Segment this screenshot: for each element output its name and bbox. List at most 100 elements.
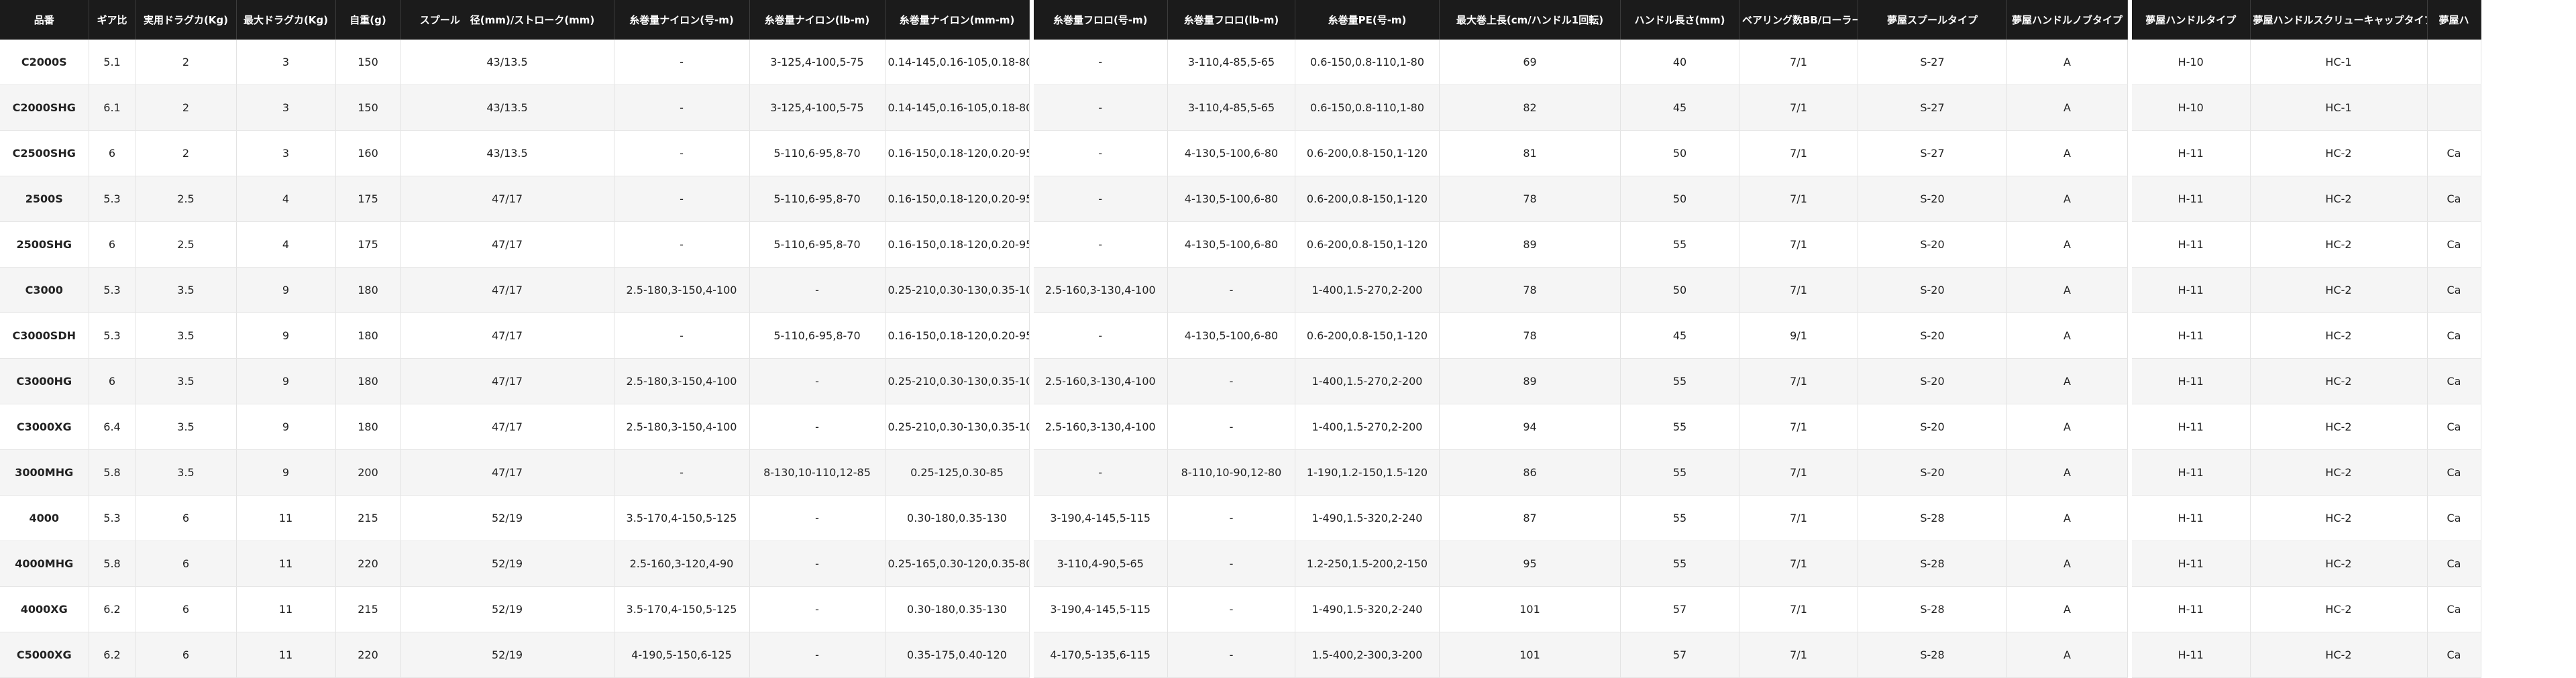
- table-cell: 8-130,10-110,12-85: [749, 449, 885, 496]
- table-cell: 0.6-200,0.8-150,1-120: [1295, 221, 1440, 268]
- table-cell: 3-190,4-145,5-115: [1033, 495, 1168, 541]
- table-cell: C2000S: [0, 40, 89, 85]
- table-row: H-11 HC-2 Ca: [2132, 130, 2481, 176]
- table-cell: 57: [1620, 586, 1739, 632]
- table-cell: 3-125,4-100,5-75: [749, 40, 885, 85]
- table-cell: 1-400,1.5-270,2-200: [1295, 267, 1440, 313]
- table-cell: S-20: [1858, 404, 2007, 450]
- table-cell: H-10: [2132, 40, 2251, 85]
- table-cell: 6: [136, 586, 237, 632]
- table-cell: 6: [89, 130, 136, 176]
- table-cell: A: [2006, 541, 2128, 587]
- column-header: 品番: [0, 0, 89, 40]
- table-cell: C3000HG: [0, 358, 89, 404]
- table-cell: S-28: [1858, 586, 2007, 632]
- column-header: 最大ドラグカ(Kg): [236, 0, 336, 40]
- table-row: H-11 HC-2 Ca: [2132, 267, 2481, 313]
- table-cell: 180: [335, 313, 401, 359]
- table-cell: Ca: [2427, 586, 2481, 632]
- table-cell: HC-2: [2250, 313, 2428, 359]
- table-cell: 3-110,4-85,5-65: [1167, 40, 1295, 85]
- table-cell: 3.5-170,4-150,5-125: [614, 586, 750, 632]
- table-cell: 175: [335, 221, 401, 268]
- table-cell: A: [2006, 449, 2128, 496]
- table-cell: 7/1: [1739, 586, 1858, 632]
- table-cell: -: [614, 176, 750, 222]
- table-cell: -: [614, 313, 750, 359]
- table-cell: H-11: [2132, 632, 2251, 678]
- table-cell: 0.6-200,0.8-150,1-120: [1295, 313, 1440, 359]
- table-cell: 55: [1620, 221, 1739, 268]
- table-cell: -: [749, 358, 885, 404]
- table-cell: 5.3: [89, 313, 136, 359]
- table-cell: 0.6-150,0.8-110,1-80: [1295, 84, 1440, 131]
- column-header: 夢屋ハンドルノブタイプ: [2006, 0, 2128, 40]
- table-cell: 0.25-210,0.30-130,0.35-100: [885, 404, 1030, 450]
- table-cell: 180: [335, 358, 401, 404]
- table-row: -4-130,5-100,6-80 0.6-200,0.8-150,1-120 78…: [1033, 313, 2128, 359]
- table-cell: 2.5: [136, 221, 237, 268]
- table-cell: A: [2006, 84, 2128, 131]
- table-row: 2500S 5.3 2.5 4 175 47/17-5-110,6-95,8-70 0.16…: [0, 176, 1030, 222]
- table-cell: 7/1: [1739, 267, 1858, 313]
- table-cell: 43/13.5: [400, 130, 614, 176]
- table-cell: 2: [136, 84, 237, 131]
- table-cell: -: [749, 586, 885, 632]
- table-cell: -: [1167, 404, 1295, 450]
- table-cell: 0.25-165,0.30-120,0.35-80: [885, 541, 1030, 587]
- table-cell: 220: [335, 632, 401, 678]
- table-row: C2000SHG 6.1 2 3 150 43/13.5-3-125,4-100,5-75…: [0, 84, 1030, 131]
- table-row: -4-130,5-100,6-80 0.6-200,0.8-150,1-120 81…: [1033, 130, 2128, 176]
- table-cell: H-11: [2132, 449, 2251, 496]
- table-cell: 2.5-180,3-150,4-100: [614, 358, 750, 404]
- table-cell: S-27: [1858, 40, 2007, 85]
- table-cell: HC-2: [2250, 495, 2428, 541]
- table-cell: H-11: [2132, 586, 2251, 632]
- table-cell: 0.16-150,0.18-120,0.20-95: [885, 313, 1030, 359]
- spec-table-c: 夢屋ハンドルタイプ 夢屋ハンドルスクリューキャップタイプ 夢屋ハ H-10 HC-1 H-…: [2132, 0, 2481, 678]
- table-cell: 5.8: [89, 449, 136, 496]
- table-cell: 3: [236, 130, 336, 176]
- table-row: 4000MHG 5.8 6 11 220 52/19 2.5-160,3-120,4-90-…: [0, 541, 1030, 587]
- table-cell: H-11: [2132, 358, 2251, 404]
- table-cell: 3-110,4-90,5-65: [1033, 541, 1168, 587]
- table-cell: S-28: [1858, 541, 2007, 587]
- table-row: 3000MHG 5.8 3.5 9 200 47/17-8-130,10-110,12-8…: [0, 449, 1030, 496]
- table-cell: 3.5: [136, 267, 237, 313]
- table-cell: 47/17: [400, 313, 614, 359]
- table-cell: 1-400,1.5-270,2-200: [1295, 358, 1440, 404]
- table-cell: H-11: [2132, 267, 2251, 313]
- column-header: 夢屋ハンドルスクリューキャップタイプ: [2250, 0, 2428, 40]
- spec-tables: 品番 ギア比 実用ドラグカ(Kg) 最大ドラグカ(Kg) 自重(g) スプール 径(mm)…: [0, 0, 2481, 678]
- table-cell: 6: [136, 495, 237, 541]
- table-cell: 1-190,1.2-150,1.5-120: [1295, 449, 1440, 496]
- table-row: H-11 HC-2 Ca: [2132, 632, 2481, 678]
- table-cell: Ca: [2427, 221, 2481, 268]
- table-cell: H-11: [2132, 130, 2251, 176]
- table-row: C3000 5.3 3.5 9 180 47/17 2.5-180,3-150,4-100-…: [0, 267, 1030, 313]
- table-cell: 160: [335, 130, 401, 176]
- table-cell: 4-130,5-100,6-80: [1167, 130, 1295, 176]
- table-cell: HC-2: [2250, 221, 2428, 268]
- table-cell: Ca: [2427, 495, 2481, 541]
- table-cell: 7/1: [1739, 130, 1858, 176]
- table-cell: A: [2006, 267, 2128, 313]
- table-cell: -: [1033, 84, 1168, 131]
- table-cell: HC-2: [2250, 267, 2428, 313]
- table-cell: 0.6-200,0.8-150,1-120: [1295, 130, 1440, 176]
- table-cell: HC-2: [2250, 358, 2428, 404]
- table-cell: A: [2006, 495, 2128, 541]
- table-cell: 5-110,6-95,8-70: [749, 221, 885, 268]
- table-cell: 150: [335, 84, 401, 131]
- table-row: C3000XG 6.4 3.5 9 180 47/17 2.5-180,3-150,4-10…: [0, 404, 1030, 450]
- table-row: H-10 HC-1: [2132, 84, 2481, 131]
- table-cell: 78: [1439, 267, 1621, 313]
- table-cell: 6.2: [89, 586, 136, 632]
- table-cell: HC-2: [2250, 130, 2428, 176]
- table-row: C2500SHG 6 2 3 160 43/13.5-5-110,6-95,8-70 0.1…: [0, 130, 1030, 176]
- table-cell: -: [749, 632, 885, 678]
- table-cell: 1-490,1.5-320,2-240: [1295, 586, 1440, 632]
- table-cell: 7/1: [1739, 495, 1858, 541]
- table-cell: S-28: [1858, 632, 2007, 678]
- table-row: C3000HG 6 3.5 9 180 47/17 2.5-180,3-150,4-100-…: [0, 358, 1030, 404]
